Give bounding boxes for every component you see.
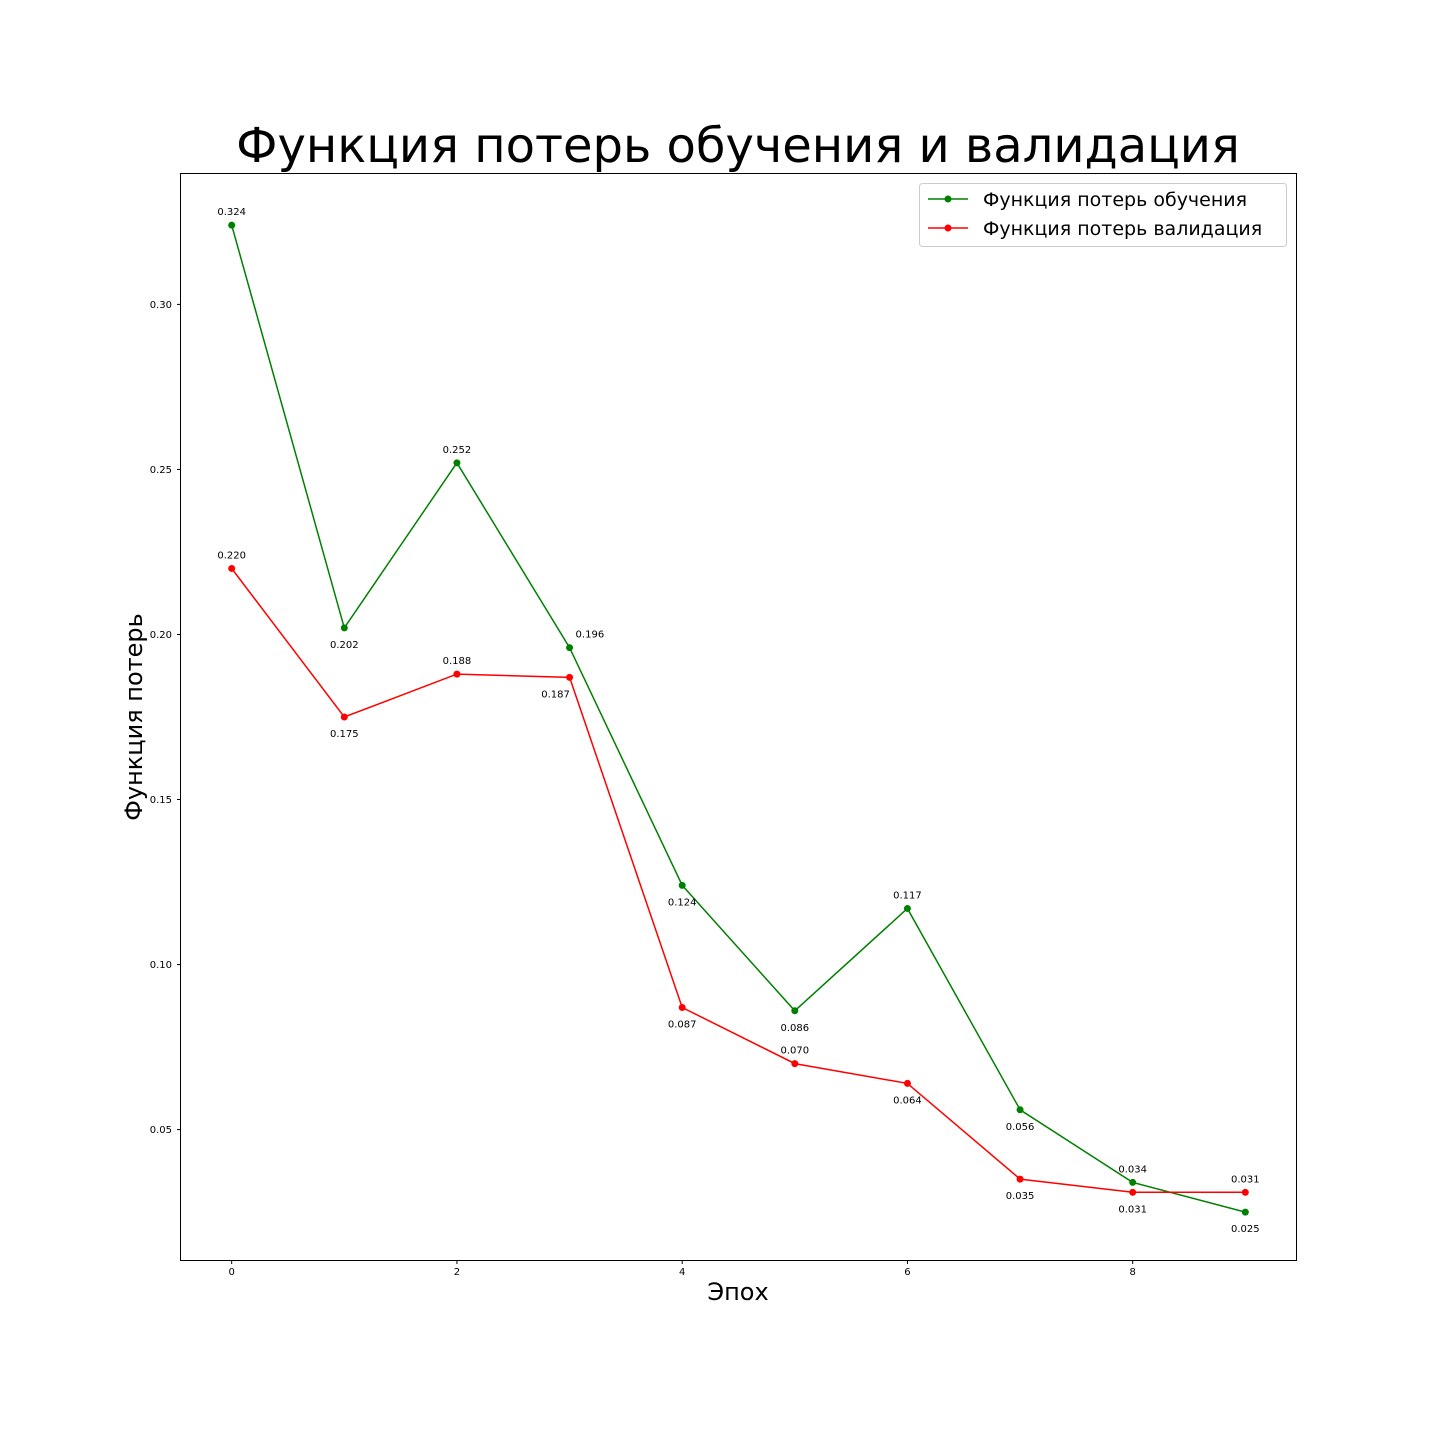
chart-title: Функция потерь обучения и валидация (236, 118, 1240, 174)
legend-marker-validation (944, 224, 952, 232)
x-axis-label: Эпох (707, 1278, 768, 1306)
data-point-validation (228, 564, 236, 572)
data-point-train (453, 459, 461, 467)
y-axis-label: Функция потерь (120, 613, 148, 821)
data-point-validation (566, 673, 574, 681)
data-label-validation: 0.187 (541, 689, 570, 700)
data-point-train (340, 624, 348, 632)
legend-label-train: Функция потерь обучения (983, 189, 1247, 211)
data-point-validation (678, 1003, 686, 1011)
data-point-validation (1241, 1188, 1249, 1196)
y-axis-ticks: 0.05 0.10 0.15 0.20 0.25 0.30 (150, 300, 181, 1136)
data-label-train: 0.202 (330, 640, 359, 651)
data-label-validation: 0.188 (443, 656, 472, 667)
data-label-validation: 0.175 (330, 729, 359, 740)
y-tick-label: 0.30 (150, 300, 172, 311)
series-line-validation (231, 568, 1246, 1194)
data-label-train: 0.196 (576, 630, 605, 641)
x-tick-label: 2 (454, 1267, 460, 1278)
data-label-train: 0.086 (780, 1023, 809, 1034)
data-point-validation (791, 1060, 799, 1068)
y-tick-label: 0.25 (150, 465, 172, 476)
y-tick-label: 0.05 (150, 1125, 172, 1136)
data-point-train (903, 904, 911, 912)
data-point-train (1129, 1178, 1137, 1186)
data-point-train (566, 644, 574, 652)
series-line-train (230, 224, 1246, 1213)
data-label-validation: 0.070 (780, 1046, 809, 1057)
data-label-train: 0.124 (668, 897, 697, 908)
data-label-train: 0.324 (217, 207, 246, 218)
data-label-validation: 0.087 (668, 1019, 697, 1030)
x-tick-label: 0 (228, 1267, 234, 1278)
y-tick-label: 0.20 (150, 630, 172, 641)
data-point-validation (1129, 1188, 1137, 1196)
data-point-train (791, 1007, 799, 1015)
data-point-validation (340, 713, 348, 721)
data-point-validation (903, 1079, 911, 1087)
legend-marker-train (944, 195, 952, 203)
data-point-train (228, 221, 236, 229)
data-point-validation (1016, 1175, 1024, 1183)
data-point-train (1241, 1208, 1249, 1216)
x-axis-ticks: 0 2 4 6 8 (228, 1260, 1136, 1278)
legend-box (919, 183, 1287, 247)
y-tick-label: 0.15 (150, 795, 172, 806)
data-label-validation: 0.064 (893, 1095, 922, 1106)
x-tick-label: 6 (904, 1267, 910, 1278)
data-point-train (678, 881, 686, 889)
data-label-validation: 0.035 (1006, 1191, 1035, 1202)
data-label-validation: 0.031 (1231, 1174, 1260, 1185)
data-label-validation: 0.220 (217, 550, 246, 561)
x-tick-label: 8 (1130, 1267, 1136, 1278)
data-label-train: 0.056 (1006, 1122, 1035, 1133)
x-tick-label: 4 (679, 1267, 685, 1278)
data-point-train (1016, 1106, 1024, 1114)
y-tick-label: 0.10 (150, 960, 172, 971)
legend-label-validation: Функция потерь валидация (983, 218, 1262, 240)
data-label-train: 0.117 (893, 890, 922, 901)
data-label-train: 0.034 (1118, 1164, 1147, 1175)
legend: Функция потерь обучения Функция потерь в… (919, 183, 1287, 247)
data-label-train: 0.252 (443, 445, 472, 456)
data-label-train: 0.025 (1231, 1224, 1260, 1235)
data-labels-layer: 0.324 0.202 0.252 0.196 0.124 0.086 0.117 0.056… (217, 207, 1259, 1235)
plot-area-frame (180, 173, 1297, 1261)
series-layer (228, 221, 1249, 1216)
data-point-validation (453, 670, 461, 678)
data-label-validation: 0.031 (1118, 1204, 1147, 1215)
